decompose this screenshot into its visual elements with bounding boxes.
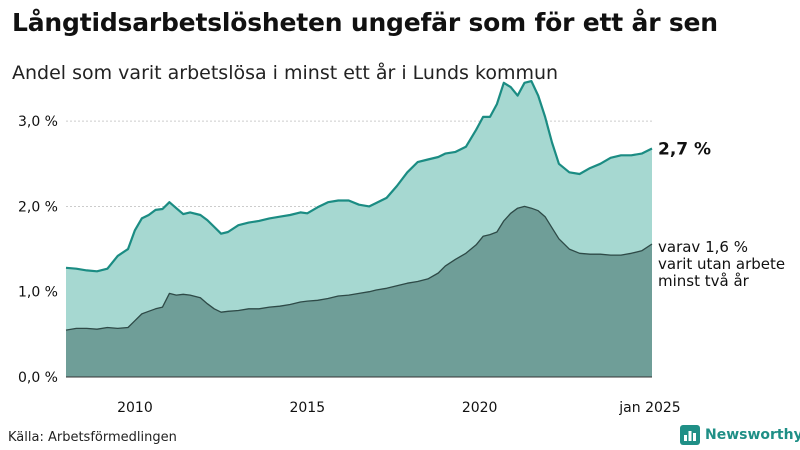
- source-note: Källa: Arbetsförmedlingen: [8, 430, 177, 445]
- brand: Newsworthy: [680, 425, 800, 445]
- long-term-label-line: varit utan arbete: [658, 255, 785, 273]
- long-term-area: [66, 206, 652, 377]
- bar-chart-icon: [680, 425, 700, 445]
- x-tick-label: jan 2025: [618, 400, 680, 416]
- y-tick-label: 0,0 %: [18, 370, 58, 386]
- y-tick-label: 2,0 %: [18, 199, 58, 215]
- x-tick-label: 2020: [462, 400, 498, 416]
- chart-subtitle: Andel som varit arbetslösa i minst ett å…: [12, 62, 559, 84]
- long-term-line: [65, 205, 653, 331]
- x-tick-label: 2010: [117, 400, 153, 416]
- total-end-label: 2,7 %: [658, 139, 711, 159]
- chart-title: Långtidsarbetslösheten ungefär som för e…: [12, 8, 718, 37]
- long-term-label-line: minst två år: [658, 272, 750, 290]
- y-tick-label: 1,0 %: [18, 285, 58, 301]
- total-line: [65, 80, 653, 273]
- y-tick-label: 3,0 %: [18, 114, 58, 130]
- x-tick-label: 2015: [289, 400, 325, 416]
- brand-name: Newsworthy: [705, 427, 800, 443]
- long-term-label-line: varav 1,6 %: [658, 238, 748, 256]
